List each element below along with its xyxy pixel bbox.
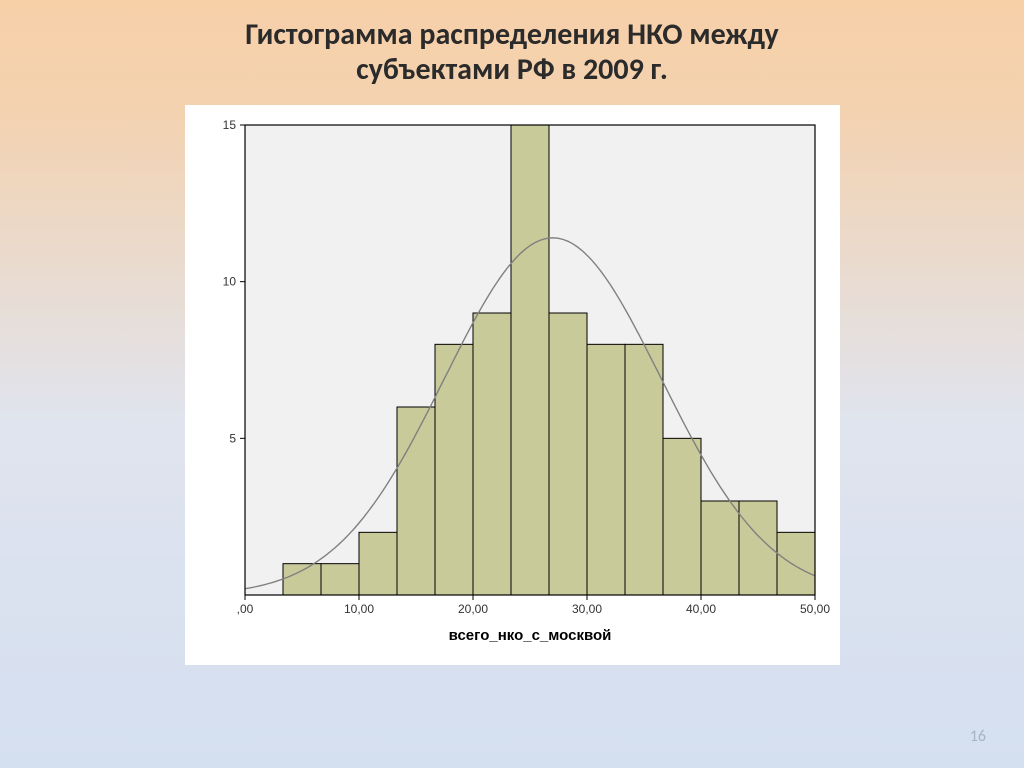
y-tick-label: 10 [223,275,237,289]
histogram-bar [511,125,549,595]
histogram-bar [777,532,815,595]
histogram-bar [283,564,321,595]
title-line-2: субъектами РФ в 2009 г. [356,51,668,88]
histogram-bar [625,344,663,595]
histogram-chart: ,00 10,00 20,00 30,00 40,00 50,00 5 10 15 всего_н… [185,105,840,665]
x-tick-label: 30,00 [572,602,602,616]
x-tick-label: 40,00 [686,602,716,616]
y-tick-label: 5 [229,431,236,445]
histogram-bar [549,313,587,595]
x-axis-label: всего_нко_с_москвой [449,627,612,644]
x-tick-label: 50,00 [800,602,830,616]
x-tick-label: 10,00 [344,602,374,616]
y-tick-label: 15 [223,118,237,132]
histogram-bar [321,564,359,595]
x-tick-label: 20,00 [458,602,488,616]
title-line-1: Гистограмма распределения НКО между [245,16,778,53]
slide: Гистограмма распределения НКО между субъ… [0,0,1024,768]
histogram-bar [587,344,625,595]
histogram-bar [701,501,739,595]
page-number: 16 [970,727,986,746]
histogram-bar [473,313,511,595]
x-tick-label: ,00 [237,602,254,616]
chart-panel: ,00 10,00 20,00 30,00 40,00 50,00 5 10 15 всего_н… [185,105,840,665]
histogram-bar [359,532,397,595]
histogram-bar [435,344,473,595]
histogram-bar [663,438,701,595]
slide-title: Гистограмма распределения НКО между субъ… [0,0,1024,87]
